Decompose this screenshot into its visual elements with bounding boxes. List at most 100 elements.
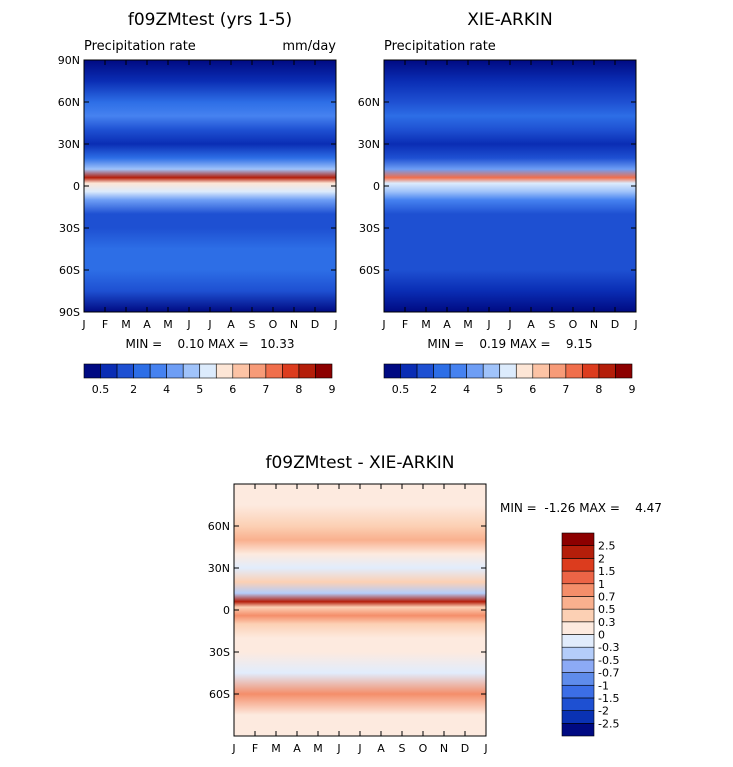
diff-colorbar-label: -1 — [598, 679, 609, 692]
obs-colorbar-swatch — [499, 363, 517, 379]
model-colorbar-label: 0.5 — [92, 383, 110, 396]
obs-colorbar-swatch — [482, 363, 501, 379]
obs-colorbar-label: 6 — [529, 383, 536, 396]
diff-colorbar-label: -1.5 — [598, 692, 619, 705]
model-colorbar-swatch — [133, 363, 151, 379]
model-colorbar-swatch — [182, 363, 201, 379]
obs-y-tick-label: 30S — [359, 222, 380, 235]
diff-colorbar-swatch — [561, 583, 595, 597]
diff-colorbar-swatch — [561, 608, 595, 623]
diff-x-tick-label: M — [271, 742, 281, 755]
obs-colorbar-swatch — [532, 363, 550, 379]
diff-colorbar-swatch — [561, 596, 595, 610]
diff-colorbar-label: 1 — [598, 578, 605, 591]
model-colorbar: 0.5 2 4 5 6 7 8 9 — [83, 363, 336, 396]
diff-x-tick-label: A — [293, 742, 301, 755]
model-title: f09ZMtest (yrs 1-5) — [128, 10, 292, 30]
diff-x-tick-label: J — [231, 742, 235, 755]
obs-x-tick-label: N — [590, 318, 598, 331]
diff-colorbar-label: -0.5 — [598, 654, 619, 667]
model-colorbar-label: 4 — [163, 383, 170, 396]
obs-x-tick-label: J — [486, 318, 490, 331]
model-x-tick-label: J — [186, 318, 190, 331]
diff-colorbar-swatch — [561, 710, 595, 724]
obs-x-tick-label: O — [569, 318, 578, 331]
obs-colorbar-label: 2 — [430, 383, 437, 396]
diff-colorbar-swatch — [561, 672, 595, 686]
diff-field — [234, 484, 486, 736]
obs-colorbar-label: 4 — [463, 383, 470, 396]
diff-x-tick-label: D — [461, 742, 469, 755]
diff-x-tick-label: O — [419, 742, 428, 755]
obs-colorbar-swatch — [416, 363, 434, 379]
obs-field — [384, 60, 636, 312]
model-min-max: MIN = 0.10 MAX = 10.33 — [126, 337, 295, 351]
diff-colorbar-label: -0.3 — [598, 641, 619, 654]
obs-colorbar-swatch — [598, 363, 616, 379]
obs-colorbar-swatch — [582, 363, 600, 379]
obs-colorbar-swatch — [615, 363, 633, 379]
obs-subtitle-left: Precipitation rate — [384, 39, 496, 54]
diff-x-tick-label: S — [399, 742, 406, 755]
diff-x-tick-label: J — [357, 742, 361, 755]
obs-colorbar-swatch — [400, 363, 418, 379]
obs-colorbar-swatch — [383, 363, 401, 379]
model-y-tick-label: 30S — [59, 222, 80, 235]
diff-colorbar-label: 1.5 — [598, 565, 616, 578]
model-x-tick-label: J — [207, 318, 211, 331]
diff-colorbar-swatch — [561, 659, 595, 673]
obs-y-tick-label: 30N — [358, 138, 380, 151]
model-y-tick-label: 90S — [59, 306, 80, 319]
diff-x-tick-label: N — [440, 742, 448, 755]
model-y-axis: 90N 60N 30N 0 30S 60S 90S — [58, 54, 336, 319]
diff-colorbar-swatch — [561, 532, 595, 546]
model-x-tick-label: A — [227, 318, 235, 331]
model-y-tick-label: 60N — [58, 96, 80, 109]
obs-x-tick-label: J — [381, 318, 385, 331]
diff-colorbar-label: -2 — [598, 705, 609, 718]
model-y-tick-label: 0 — [73, 180, 80, 193]
diff-colorbar: 2.521.510.70.50.30-0.3-0.5-0.7-1-1.5-2-2… — [561, 532, 619, 737]
obs-colorbar-swatch — [515, 363, 534, 379]
model-field — [84, 60, 336, 312]
diff-title: f09ZMtest - XIE-ARKIN — [265, 453, 454, 473]
diff-colorbar-swatch — [561, 634, 595, 648]
obs-y-tick-label: 0 — [373, 180, 380, 193]
obs-x-tick-label: S — [549, 318, 556, 331]
model-x-tick-label: J — [333, 318, 337, 331]
diff-colorbar-swatch — [561, 646, 595, 661]
obs-x-tick-label: A — [443, 318, 451, 331]
diff-colorbar-label: 2.5 — [598, 540, 616, 553]
diff-colorbar-swatch — [561, 558, 595, 572]
obs-colorbar-label: 5 — [496, 383, 503, 396]
model-colorbar-swatch — [232, 363, 250, 379]
model-colorbar-swatch — [83, 363, 101, 379]
diff-colorbar-label: 0.3 — [598, 616, 616, 629]
model-colorbar-swatch — [249, 363, 267, 379]
diff-colorbar-swatch — [561, 545, 595, 559]
obs-colorbar-swatch — [565, 363, 583, 379]
model-colorbar-label: 9 — [329, 383, 336, 396]
diff-x-tick-label: J — [483, 742, 487, 755]
model-colorbar-swatch — [100, 363, 118, 379]
obs-colorbar-swatch — [549, 363, 567, 379]
obs-x-tick-label: F — [402, 318, 408, 331]
obs-x-tick-label: J — [633, 318, 637, 331]
model-colorbar-swatch — [166, 363, 184, 379]
diff-colorbar-swatch — [561, 621, 595, 635]
model-x-tick-label: S — [249, 318, 256, 331]
diff-y-tick-label: 30S — [209, 646, 230, 659]
obs-colorbar-label: 8 — [595, 383, 602, 396]
diff-colorbar-swatch — [561, 684, 595, 699]
model-x-tick-label: M — [163, 318, 173, 331]
obs-x-tick-label: D — [611, 318, 619, 331]
obs-y-tick-label: 60N — [358, 96, 380, 109]
obs-colorbar-label: 7 — [562, 383, 569, 396]
obs-colorbar-swatch — [449, 363, 467, 379]
diff-colorbar-label: -0.7 — [598, 667, 619, 680]
model-colorbar-label: 5 — [196, 383, 203, 396]
